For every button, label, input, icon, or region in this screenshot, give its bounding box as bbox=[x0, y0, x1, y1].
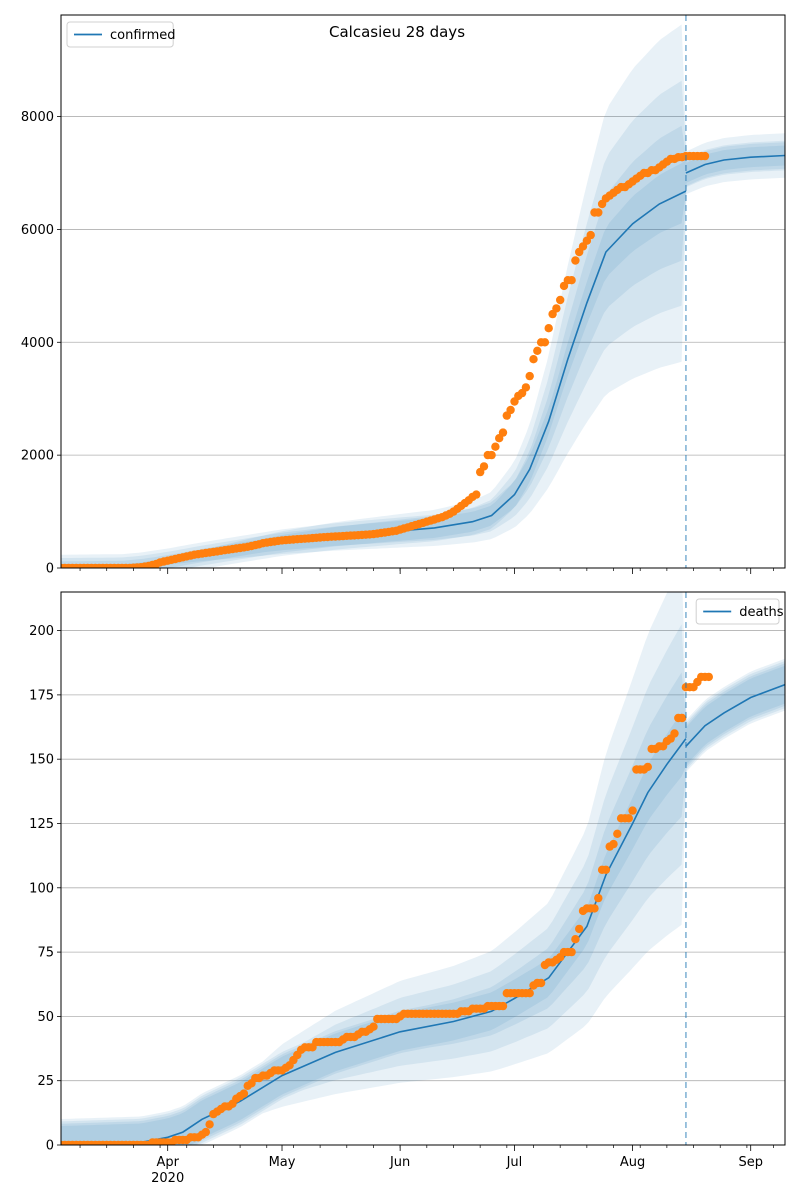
y-tick-label: 200 bbox=[29, 624, 54, 639]
observed-point bbox=[571, 256, 580, 265]
observed-point bbox=[590, 904, 599, 913]
observed-point bbox=[670, 729, 679, 738]
forecast-line bbox=[685, 154, 785, 174]
legend-label: confirmed bbox=[110, 28, 176, 43]
legend-label: deaths bbox=[739, 605, 784, 620]
uncertainty-band bbox=[61, 142, 785, 568]
x-tick-label: Jul bbox=[506, 1155, 523, 1170]
observed-point bbox=[628, 806, 637, 815]
observed-point bbox=[567, 947, 576, 957]
y-tick-label: 0 bbox=[46, 1139, 54, 1154]
observed-point bbox=[506, 405, 515, 415]
observed-point bbox=[491, 442, 500, 451]
observed-point bbox=[472, 490, 481, 499]
y-tick-label: 125 bbox=[29, 817, 54, 832]
observed-point bbox=[552, 304, 561, 313]
observed-point bbox=[677, 713, 687, 723]
y-tick-label: 2000 bbox=[21, 449, 54, 464]
observed-point bbox=[556, 295, 565, 305]
uncertainty-bands bbox=[61, 24, 785, 568]
plot-frame bbox=[60, 591, 786, 1146]
y-tick-label: 4000 bbox=[21, 336, 54, 351]
y-tick-label: 75 bbox=[37, 946, 54, 961]
observed-point bbox=[521, 383, 531, 392]
uncertainty-band bbox=[61, 24, 785, 568]
figure-title: Calcasieu 28 days bbox=[329, 23, 465, 41]
observed-point bbox=[700, 151, 710, 161]
uncertainty-bands bbox=[61, 592, 785, 1145]
observed-point bbox=[594, 893, 603, 903]
x-tick-sublabel: 2020 bbox=[151, 1171, 184, 1186]
observed-point bbox=[369, 1022, 378, 1031]
y-tick-label: 6000 bbox=[21, 223, 54, 238]
uncertainty-band bbox=[61, 125, 785, 568]
x-tick-label: Apr bbox=[156, 1155, 179, 1170]
y-tick-label: 25 bbox=[37, 1074, 54, 1089]
uncertainty-band bbox=[61, 663, 785, 1145]
observed-point bbox=[533, 346, 542, 355]
uncertainty-band bbox=[61, 592, 785, 1145]
observed-point bbox=[544, 324, 553, 333]
legend: deaths bbox=[695, 598, 784, 625]
observed-point bbox=[567, 276, 576, 285]
observed-point bbox=[613, 829, 622, 838]
confirmed-chart-panel: 0 2000 4000 6000 8000 confirmed bbox=[21, 14, 786, 577]
legend: confirmed bbox=[66, 21, 176, 48]
forecast-line bbox=[685, 683, 785, 747]
x-tick-label: Aug bbox=[620, 1155, 645, 1170]
plot-frame bbox=[60, 14, 786, 569]
observed-point bbox=[643, 762, 652, 772]
legend-box bbox=[66, 21, 174, 48]
observed-point bbox=[575, 924, 584, 934]
observed-point bbox=[498, 1001, 508, 1011]
uncertainty-band bbox=[61, 624, 785, 1145]
uncertainty-band bbox=[61, 665, 785, 1145]
observed-point bbox=[540, 338, 550, 347]
observed-point bbox=[624, 814, 633, 823]
y-tick-label: 175 bbox=[29, 688, 54, 703]
observed-point bbox=[609, 839, 618, 849]
model-line bbox=[61, 738, 687, 1145]
observed-point bbox=[525, 989, 534, 998]
observed-point bbox=[239, 1089, 249, 1098]
y-tick-label: 100 bbox=[29, 881, 54, 896]
observed-point bbox=[487, 450, 496, 460]
observed-points bbox=[61, 672, 713, 1145]
observed-point bbox=[205, 1120, 214, 1129]
x-tick-label: Jun bbox=[389, 1155, 410, 1170]
observed-point bbox=[498, 428, 508, 437]
observed-point bbox=[479, 462, 489, 471]
observed-point bbox=[601, 865, 611, 874]
observed-point bbox=[525, 371, 534, 381]
x-tick-label: Sep bbox=[738, 1155, 763, 1170]
observed-point bbox=[529, 355, 538, 364]
y-tick-label: 0 bbox=[46, 562, 54, 577]
legend-box bbox=[695, 598, 780, 625]
y-tick-label: 150 bbox=[29, 753, 54, 768]
observed-points bbox=[61, 151, 710, 568]
y-tick-label: 8000 bbox=[21, 110, 54, 125]
observed-point bbox=[536, 978, 546, 988]
observed-point bbox=[571, 935, 580, 944]
y-tick-label: 50 bbox=[37, 1010, 54, 1025]
observed-point bbox=[586, 230, 595, 240]
observed-point bbox=[594, 208, 603, 217]
observed-point bbox=[704, 672, 713, 682]
x-tick-label: May bbox=[269, 1155, 296, 1170]
observed-point bbox=[201, 1127, 210, 1137]
